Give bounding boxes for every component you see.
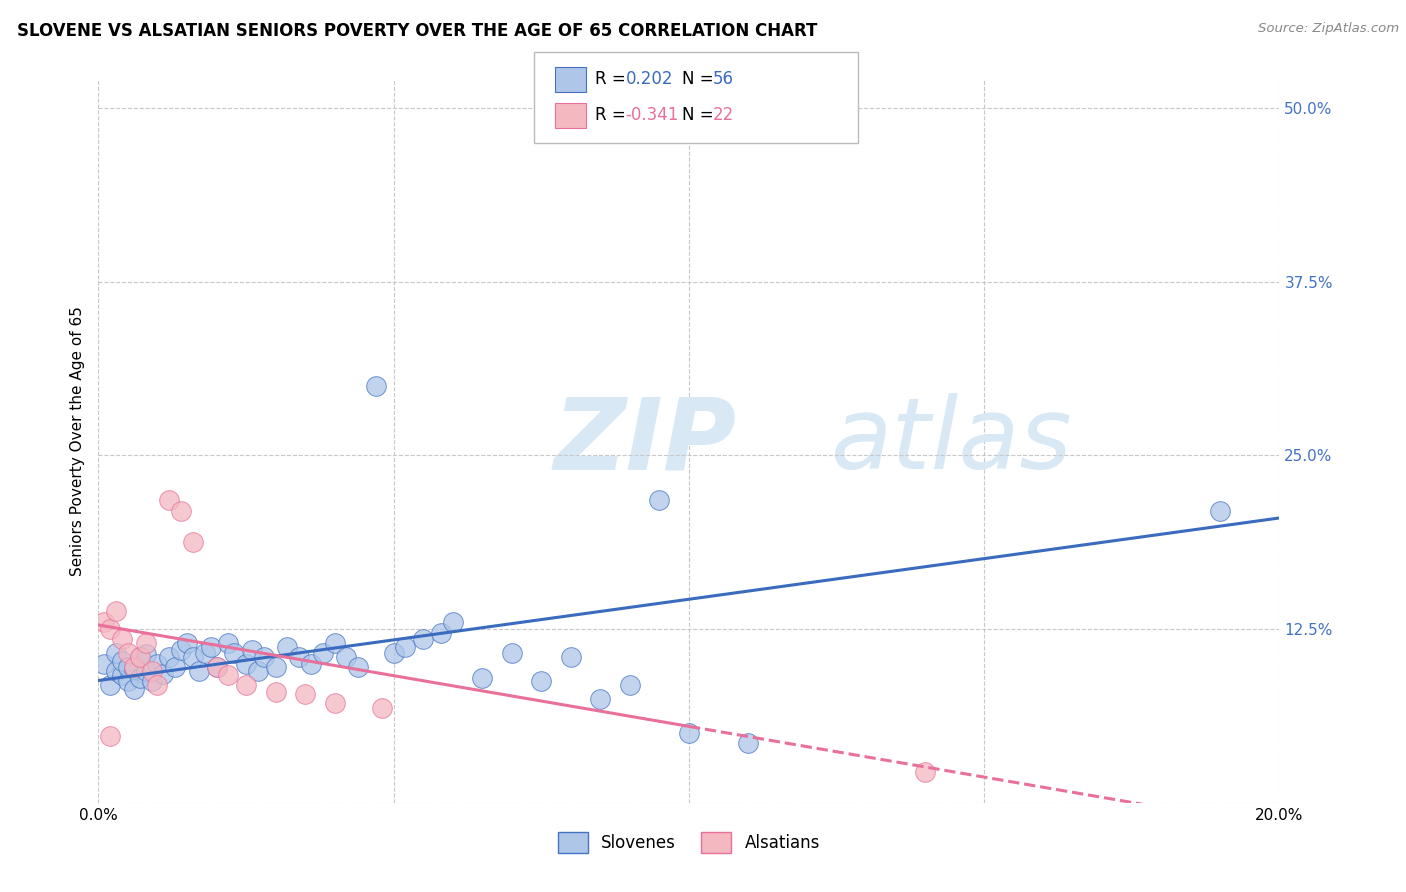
Point (200, 640, 222, 655)
Point (105, 604, 128, 618)
Point (93, 657, 115, 671)
Point (181, 649, 204, 664)
Point (737, 736, 759, 750)
Text: N =: N = (682, 70, 718, 88)
Point (205, 659, 228, 673)
Text: R =: R = (595, 70, 631, 88)
Point (117, 673, 139, 688)
Text: R =: R = (595, 106, 631, 124)
Point (165, 659, 187, 673)
Point (560, 649, 582, 664)
Point (111, 654, 134, 668)
Point (276, 640, 298, 655)
Point (678, 726, 700, 740)
Point (93, 615, 115, 630)
Point (347, 659, 370, 673)
Point (146, 678, 169, 692)
Point (170, 504, 193, 518)
Point (1209, 504, 1232, 518)
Point (111, 668, 134, 682)
Point (471, 671, 494, 685)
Point (135, 647, 157, 661)
Point (412, 632, 434, 646)
Point (288, 649, 311, 664)
Point (194, 646, 217, 660)
Point (501, 646, 523, 660)
Point (152, 666, 174, 681)
Text: Source: ZipAtlas.com: Source: ZipAtlas.com (1258, 22, 1399, 36)
Point (394, 640, 416, 655)
Point (240, 643, 263, 657)
Point (619, 678, 641, 692)
Point (98, 729, 121, 743)
Point (128, 649, 150, 664)
Point (441, 615, 464, 630)
Point (111, 632, 134, 646)
Y-axis label: Seniors Poverty Over the Age of 65: Seniors Poverty Over the Age of 65 (70, 307, 86, 576)
Point (294, 687, 316, 701)
Text: 0.202: 0.202 (626, 70, 673, 88)
Point (648, 492, 671, 507)
Point (122, 681, 145, 696)
Point (217, 636, 239, 650)
Point (205, 659, 228, 673)
Point (253, 649, 276, 664)
Point (157, 492, 180, 507)
Point (117, 659, 139, 673)
Point (217, 668, 239, 682)
Text: SLOVENE VS ALSATIAN SENIORS POVERTY OVER THE AGE OF 65 CORRELATION CHART: SLOVENE VS ALSATIAN SENIORS POVERTY OVER… (17, 22, 817, 40)
Point (157, 649, 180, 664)
Point (235, 657, 257, 671)
Point (135, 664, 157, 678)
Point (98, 622, 121, 636)
Point (235, 678, 257, 692)
Text: N =: N = (682, 106, 718, 124)
Text: atlas: atlas (831, 393, 1073, 490)
Point (364, 379, 387, 393)
Point (122, 662, 145, 676)
Point (323, 696, 346, 710)
Point (382, 646, 405, 660)
Point (98, 678, 121, 692)
Legend: Slovenes, Alsatians: Slovenes, Alsatians (551, 826, 827, 860)
Point (589, 691, 612, 706)
Point (430, 626, 453, 640)
Point (176, 636, 198, 650)
Point (141, 673, 163, 688)
Point (105, 646, 128, 660)
Point (371, 701, 394, 715)
Text: 22: 22 (713, 106, 734, 124)
Point (312, 646, 335, 660)
Point (128, 671, 150, 685)
Text: ZIP: ZIP (553, 393, 737, 490)
Text: -0.341: -0.341 (626, 106, 679, 124)
Point (170, 643, 193, 657)
Point (530, 673, 553, 688)
Point (135, 636, 157, 650)
Point (264, 659, 287, 673)
Point (323, 636, 346, 650)
Text: 56: 56 (713, 70, 734, 88)
Point (181, 534, 204, 549)
Point (914, 765, 936, 780)
Point (105, 664, 128, 678)
Point (299, 657, 322, 671)
Point (141, 664, 163, 678)
Point (187, 664, 209, 678)
Point (117, 646, 139, 660)
Point (128, 649, 150, 664)
Point (264, 684, 287, 698)
Point (246, 664, 269, 678)
Point (224, 646, 246, 660)
Point (122, 659, 145, 673)
Point (335, 649, 357, 664)
Point (146, 657, 169, 671)
